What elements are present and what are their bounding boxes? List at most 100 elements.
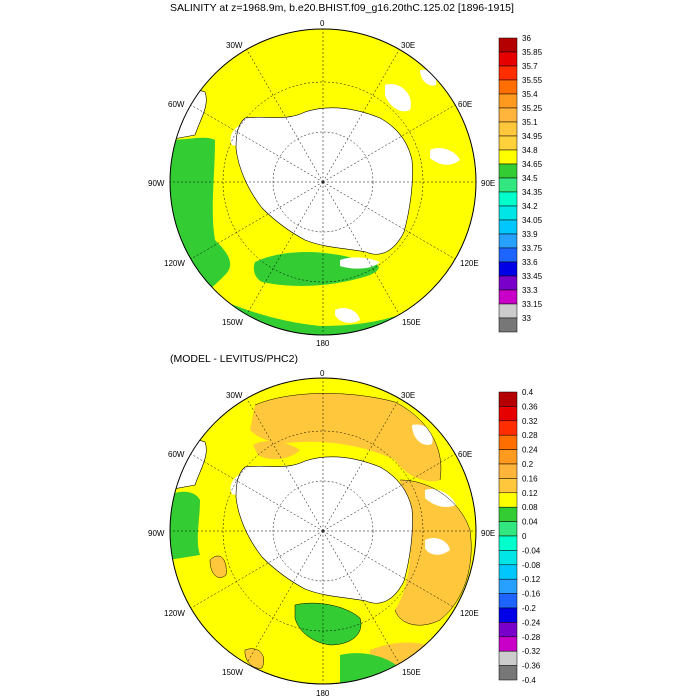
colorbar-label: 33.6	[522, 258, 538, 267]
colorbar-swatch	[498, 506, 518, 522]
colorbar-swatch	[498, 434, 518, 450]
colorbar-swatch	[498, 463, 518, 479]
colorbar-label: -0.12	[522, 575, 541, 584]
orange-region-north	[250, 393, 441, 482]
colorbar-swatch	[498, 107, 518, 123]
colorbar-label: 0	[522, 532, 527, 541]
colorbar-swatch	[498, 650, 518, 666]
map-title: (MODEL - LEVITUS/PHC2)	[170, 353, 298, 365]
colorbar-label: 0.32	[522, 417, 538, 426]
colorbar-swatch	[498, 177, 518, 193]
colorbar-swatch	[498, 261, 518, 277]
colorbar-label: 34.35	[522, 188, 543, 197]
colorbar-label: 33.45	[522, 272, 543, 281]
colorbar-label: 34.65	[522, 160, 543, 169]
lon-label-90w: 90W	[148, 179, 165, 188]
colorbar-label: 0.24	[522, 446, 538, 455]
colorbar-swatch	[498, 135, 518, 151]
colorbar-label: 33.9	[522, 230, 538, 239]
lon-label-30e: 30E	[401, 41, 415, 50]
white-pocket-1	[412, 424, 433, 445]
colorbar-label: 0.2	[522, 460, 534, 469]
lon-label-90e: 90E	[481, 179, 495, 188]
colorbar-swatch	[498, 593, 518, 609]
colorbar-label: 33.15	[522, 300, 543, 309]
lon-label-150w: 150W	[222, 318, 243, 327]
lon-label-90e: 90E	[481, 529, 495, 538]
colorbar-swatch	[498, 636, 518, 652]
colorbar-swatch	[498, 303, 518, 319]
white-pocket-5	[335, 308, 360, 323]
white-pocket-1	[385, 84, 411, 112]
colorbar-label: 35.1	[522, 118, 538, 127]
colorbar-label: 34.5	[522, 174, 538, 183]
lon-label-90w: 90W	[148, 529, 165, 538]
colorbar-label: 0.28	[522, 431, 538, 440]
lon-label-150e: 150E	[402, 318, 421, 327]
colorbar-swatch	[498, 449, 518, 465]
colorbar-label: -0.36	[522, 662, 541, 671]
lon-label-120e: 120E	[460, 609, 479, 618]
map-title: SALINITY at z=1968.9m, b.e20.BHIST.f09_g…	[170, 2, 514, 14]
white-pocket-2	[425, 538, 450, 555]
colorbar-label: -0.2	[522, 604, 536, 613]
colorbar-label: 34.95	[522, 132, 543, 141]
colorbar-swatch	[498, 391, 518, 407]
colorbar-label: 33.75	[522, 244, 543, 253]
colorbar-swatch	[498, 65, 518, 81]
colorbar-label: 36	[522, 34, 531, 43]
colorbar-swatch	[498, 163, 518, 179]
colorbar-label: -0.28	[522, 633, 541, 642]
lon-label-120e: 120E	[460, 259, 479, 268]
colorbar-swatch	[498, 406, 518, 422]
white-pocket-2	[430, 148, 460, 165]
lon-label-180: 180	[316, 689, 330, 698]
map-boundary	[169, 377, 477, 685]
colorbar-swatch	[498, 79, 518, 95]
colorbar-swatch	[498, 535, 518, 551]
colorbar-swatch	[498, 564, 518, 580]
colorbar-label: 34.05	[522, 216, 543, 225]
colorbar-swatch	[498, 492, 518, 508]
colorbar-label: 0.08	[522, 503, 538, 512]
colorbar-label: 0.4	[522, 388, 534, 397]
colorbar-swatch	[498, 578, 518, 594]
colorbar-swatch	[498, 607, 518, 623]
lon-label-60w: 60W	[168, 100, 185, 109]
map-boundary	[169, 28, 477, 336]
colorbar-label: 0.16	[522, 474, 538, 483]
lon-label-150e: 150E	[402, 668, 421, 677]
colorbar-swatch	[498, 622, 518, 638]
lon-label-60e: 60E	[458, 450, 472, 459]
orange-region-left	[210, 555, 227, 578]
lon-label-120w: 120W	[164, 259, 185, 268]
colorbar-label: -0.4	[522, 676, 536, 685]
difference-polar-map: 0 30E 60E 90E 120E 150E 180 150W 120W 90…	[148, 369, 541, 698]
colorbar-label: 35.7	[522, 62, 538, 71]
colorbar-swatch	[498, 275, 518, 291]
white-pocket-4	[340, 257, 380, 269]
colorbar: 36 35.85 35.7 35.55 35.4 35.25 35.1 34.95 34.8 34…	[498, 34, 543, 333]
lon-label-30w: 30W	[226, 41, 243, 50]
lon-label-0: 0	[320, 19, 325, 28]
colorbar-label: 34.2	[522, 202, 538, 211]
colorbar-label: 35.4	[522, 90, 538, 99]
lon-label-60w: 60W	[168, 450, 185, 459]
lon-label-180: 180	[316, 339, 330, 348]
colorbar-label: 33.3	[522, 286, 538, 295]
colorbar-label: -0.24	[522, 618, 541, 627]
colorbar-label: 35.25	[522, 104, 543, 113]
colorbar-swatch	[498, 521, 518, 537]
difference-map-panel: (MODEL - LEVITUS/PHC2)	[0, 350, 700, 700]
colorbar-label: -0.16	[522, 590, 541, 599]
colorbar-swatch	[498, 289, 518, 305]
colorbar-label: 0.36	[522, 402, 538, 411]
colorbar-swatch	[498, 191, 518, 207]
colorbar-swatch	[498, 51, 518, 67]
colorbar-swatch	[498, 233, 518, 249]
colorbar-label: 35.55	[522, 76, 543, 85]
colorbar-swatch	[498, 247, 518, 263]
salinity-map-panel: SALINITY at z=1968.9m, b.e20.BHIST.f09_g…	[148, 2, 543, 348]
colorbar-label: -0.04	[522, 546, 541, 555]
white-pocket-3	[425, 489, 456, 508]
